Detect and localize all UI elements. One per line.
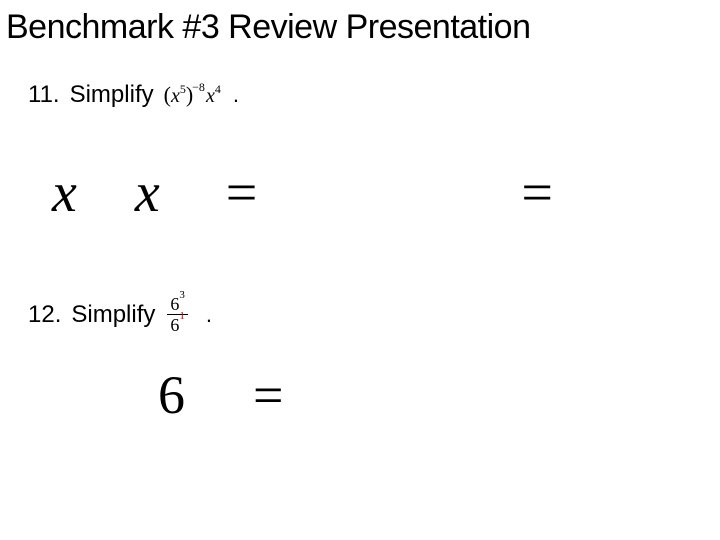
prompt-line-11: 11. Simplify (x5)−8x4 . xyxy=(28,81,700,109)
period: . xyxy=(206,302,212,328)
num-exponent: 3 xyxy=(179,290,185,301)
base-x: x xyxy=(171,85,180,107)
equals-3: = xyxy=(253,364,283,426)
instruction-word: Simplify xyxy=(70,81,154,109)
expression-11: (x5)−8x4 xyxy=(164,84,221,106)
prompt-line-12: 12. Simplify 63 61 . xyxy=(28,295,700,334)
work-line-12: 6 = xyxy=(28,364,700,426)
second-exponent: 4 xyxy=(215,82,221,96)
equals-1: = xyxy=(226,161,258,225)
problem-11: 11. Simplify (x5)−8x4 . x x = = xyxy=(0,81,720,225)
num-base: 6 xyxy=(170,295,179,313)
page-title: Benchmark #3 Review Presentation xyxy=(0,0,720,47)
fraction-12: 63 61 xyxy=(167,295,188,334)
den-base: 6 xyxy=(170,316,179,334)
open-paren: ( xyxy=(164,82,171,107)
second-base-x: x xyxy=(206,85,215,107)
problem-number: 11. xyxy=(28,81,60,109)
den-exponent: 1 xyxy=(179,311,185,322)
problem-number: 12. xyxy=(28,301,61,329)
problem-12: 12. Simplify 63 61 . 6 = xyxy=(0,295,720,426)
outer-exponent: −8 xyxy=(192,80,205,94)
period: . xyxy=(233,82,239,108)
work-6: 6 xyxy=(158,364,185,426)
work-x-1: x xyxy=(52,161,77,225)
work-x-2: x xyxy=(135,161,160,225)
inner-exponent: 5 xyxy=(180,82,186,96)
equals-2: = xyxy=(521,161,553,225)
denominator: 61 xyxy=(167,316,188,334)
work-line-11: x x = = xyxy=(28,161,700,225)
instruction-word: Simplify xyxy=(71,301,155,329)
